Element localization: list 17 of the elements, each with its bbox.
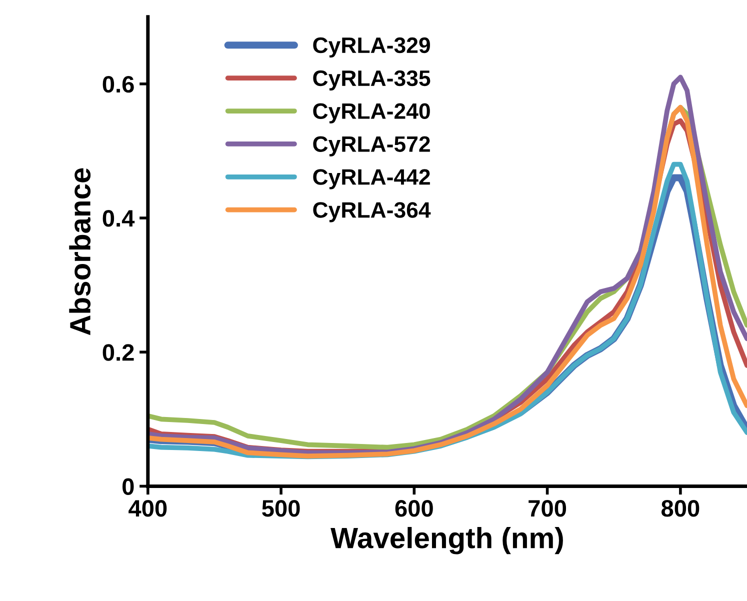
legend-label: CyRLA-572	[313, 136, 430, 156]
y-tick-label: 0	[122, 478, 134, 495]
y-axis-title: Absorbance	[69, 168, 91, 336]
legend-label: CyRLA-442	[313, 169, 430, 190]
y-tick-label: 0.2	[102, 344, 134, 361]
x-tick-label: 800	[661, 500, 700, 517]
x-axis-title: Wavelength (nm)	[330, 526, 563, 554]
x-tick-label: 600	[395, 500, 433, 517]
legend-label: CyRLA-329	[313, 37, 430, 58]
y-tick-label: 0.6	[102, 76, 134, 93]
x-tick-label: 500	[262, 500, 300, 517]
legend-label: CyRLA-364	[313, 202, 431, 222]
legend-label: CyRLA-335	[313, 70, 430, 90]
x-tick-label: 700	[528, 500, 566, 517]
x-tick-label: 400	[128, 500, 167, 517]
legend-label: CyRLA-240	[313, 103, 430, 124]
y-tick-label: 0.4	[102, 210, 135, 227]
